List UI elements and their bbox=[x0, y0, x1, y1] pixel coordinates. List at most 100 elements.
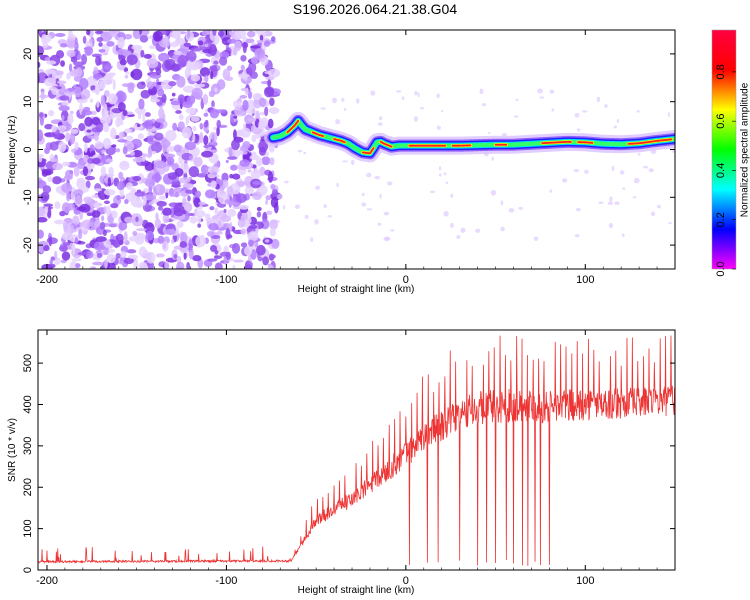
noise-blob bbox=[157, 235, 165, 244]
noise-blob bbox=[140, 81, 146, 86]
noise-blob bbox=[227, 208, 237, 217]
noise-blob bbox=[144, 178, 156, 187]
noise-blob bbox=[315, 185, 321, 190]
noise-blob bbox=[122, 109, 128, 117]
noise-blob bbox=[622, 187, 626, 190]
noise-blob bbox=[254, 48, 266, 59]
noise-blob bbox=[146, 58, 159, 69]
noise-blob bbox=[320, 107, 327, 110]
noise-blob bbox=[260, 117, 269, 128]
noise-blob bbox=[231, 173, 241, 180]
noise-blob bbox=[199, 122, 204, 130]
noise-blob bbox=[244, 245, 253, 256]
noise-blob bbox=[234, 30, 247, 40]
noise-blob bbox=[441, 109, 444, 113]
noise-blob bbox=[38, 229, 44, 239]
noise-blob bbox=[79, 78, 89, 90]
noise-blob bbox=[561, 178, 568, 183]
noise-blob bbox=[78, 228, 83, 240]
noise-blob bbox=[105, 158, 113, 163]
noise-blob bbox=[180, 232, 188, 244]
noise-blob bbox=[204, 74, 209, 83]
noise-blob bbox=[420, 107, 424, 110]
noise-blob bbox=[76, 98, 88, 104]
noise-blob bbox=[105, 205, 111, 217]
noise-blob bbox=[106, 262, 116, 269]
noise-blob bbox=[221, 172, 229, 183]
noise-blob bbox=[175, 266, 184, 269]
noise-blob bbox=[130, 196, 142, 208]
noise-blob bbox=[65, 132, 71, 142]
noise-blob bbox=[108, 223, 117, 228]
noise-blob bbox=[203, 135, 209, 146]
colorbar-tick-label: 0.0 bbox=[715, 261, 727, 276]
noise-blob bbox=[94, 141, 104, 150]
noise-blob bbox=[132, 30, 142, 40]
noise-blob bbox=[47, 205, 52, 218]
noise-blob bbox=[85, 180, 91, 189]
noise-blob bbox=[38, 48, 45, 55]
noise-blob bbox=[161, 93, 167, 103]
noise-blob bbox=[143, 53, 152, 59]
noise-blob bbox=[231, 139, 240, 151]
noise-blob bbox=[268, 68, 281, 78]
noise-blob bbox=[111, 210, 118, 219]
noise-blob bbox=[52, 176, 62, 185]
noise-blob bbox=[96, 252, 103, 259]
noise-blob bbox=[193, 197, 201, 208]
noise-blob bbox=[450, 193, 454, 198]
noise-blob bbox=[154, 160, 167, 169]
colorbar-frame bbox=[711, 29, 737, 270]
noise-blob bbox=[100, 95, 106, 106]
ridge-red bbox=[311, 131, 325, 138]
noise-blob bbox=[38, 206, 46, 217]
noise-blob bbox=[54, 33, 66, 38]
noise-blob bbox=[265, 199, 269, 205]
noise-blob bbox=[598, 201, 604, 205]
noise-blob bbox=[150, 98, 161, 103]
noise-blob bbox=[86, 76, 98, 88]
noise-blob bbox=[282, 205, 286, 210]
noise-blob bbox=[436, 93, 440, 99]
noise-blob bbox=[237, 218, 246, 228]
noise-blob bbox=[59, 43, 68, 48]
noise-blob bbox=[160, 79, 172, 90]
noise-blob bbox=[170, 193, 181, 197]
noise-blob bbox=[379, 193, 382, 199]
noise-blob bbox=[268, 107, 280, 115]
noise-blob bbox=[270, 254, 276, 259]
noise-blob bbox=[284, 180, 289, 184]
noise-blob bbox=[213, 60, 219, 65]
noise-blob bbox=[479, 88, 484, 95]
noise-blob bbox=[584, 169, 589, 175]
y-tick-label: 200 bbox=[22, 478, 34, 496]
noise-blob bbox=[614, 201, 620, 206]
noise-blob bbox=[81, 53, 88, 65]
noise-blob bbox=[267, 171, 274, 183]
noise-blob bbox=[104, 103, 108, 115]
noise-blob bbox=[377, 222, 382, 226]
noise-blob bbox=[460, 227, 466, 233]
x-tick-label: 100 bbox=[576, 575, 594, 587]
noise-blob bbox=[239, 94, 248, 99]
noise-blob bbox=[184, 141, 197, 151]
noise-blob bbox=[573, 169, 580, 173]
noise-blob bbox=[177, 121, 185, 131]
noise-blob bbox=[250, 42, 256, 46]
noise-blob bbox=[231, 242, 241, 254]
noise-blob bbox=[146, 153, 152, 159]
noise-blob bbox=[136, 123, 141, 127]
noise-blob bbox=[49, 259, 53, 265]
noise-blob bbox=[135, 228, 147, 232]
noise-blob bbox=[219, 56, 228, 66]
noise-blob bbox=[256, 211, 262, 218]
noise-blob bbox=[199, 67, 211, 77]
noise-blob bbox=[323, 204, 327, 209]
noise-blob bbox=[167, 172, 174, 177]
noise-blob bbox=[179, 241, 188, 248]
noise-blob bbox=[58, 83, 66, 95]
noise-blob bbox=[143, 222, 155, 235]
y-tick-label: 0 bbox=[22, 146, 34, 152]
noise-blob bbox=[216, 119, 221, 129]
spectrogram-x-axis: -200 -100 0 100 bbox=[36, 30, 676, 286]
